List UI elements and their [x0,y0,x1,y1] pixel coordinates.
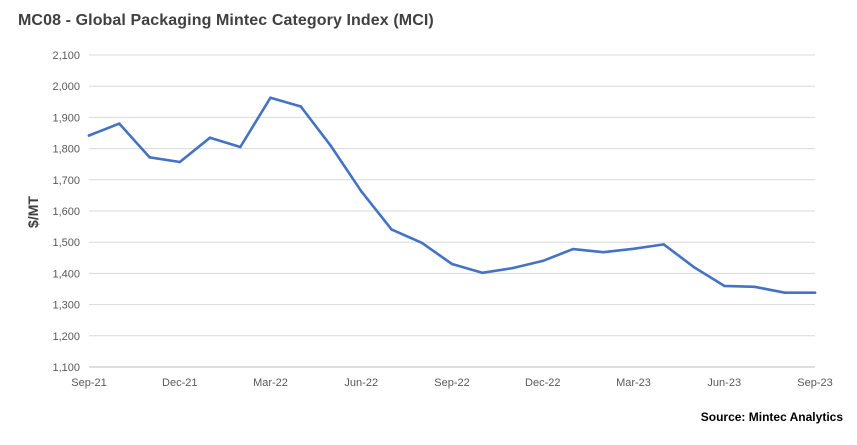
data-point [420,241,424,245]
data-point [753,285,756,289]
data-point [178,160,182,164]
y-tick-label: 2,000 [52,81,80,93]
y-tick-label: 1,600 [52,206,80,218]
x-tick-label: Jun-23 [707,377,741,389]
data-point [390,228,393,231]
x-tick-label: Sep-21 [71,377,106,389]
chart-title: MC08 - Global Packaging Mintec Category … [18,12,434,29]
x-tick-label: Jun-22 [344,377,378,389]
y-axis-label: $/MT [25,196,41,228]
data-point [692,265,696,269]
data-point [450,262,454,266]
data-point [632,247,635,251]
y-tick-label: 1,100 [52,362,80,374]
data-point [813,291,817,295]
y-tick-label: 1,800 [52,144,80,156]
x-tick-label: Dec-21 [162,377,197,389]
data-point [238,145,242,149]
x-axis-ticks: Sep-21 Dec-21 Mar-22 Jun-22 Sep-22 Dec-22 Mar-… [71,377,832,389]
data-point [511,266,514,270]
data-point [269,96,272,100]
x-tick-label: Mar-22 [253,377,288,389]
y-tick-label: 1,300 [52,300,80,312]
data-point [299,105,303,108]
y-tick-label: 1,500 [52,237,80,249]
data-point [148,156,151,159]
data-point [87,134,91,137]
data-point [601,250,605,254]
source-note: Source: Mintec Analytics [700,410,843,424]
y-tick-label: 2,100 [52,50,80,62]
data-point [117,122,121,125]
x-tick-label: Mar-23 [616,377,651,389]
data-point [329,144,333,148]
y-tick-label: 1,400 [52,268,80,280]
y-tick-label: 1,900 [52,112,80,124]
data-point [480,271,484,275]
data-point [722,284,726,288]
y-tick-label: 1,700 [52,175,80,187]
data-point [541,259,545,263]
x-tick-label: Sep-22 [434,377,469,389]
x-tick-label: Dec-22 [525,377,560,389]
data-point [359,190,363,193]
y-axis-ticks: 1,100 1,200 1,300 1,400 1,500 1,600 1,700 1,800… [52,50,80,374]
data-point [783,291,787,295]
x-tick-label: Sep-23 [797,377,832,389]
data-point [571,247,575,251]
data-point [662,243,666,246]
series-layer [87,96,817,295]
gridlines [89,54,815,337]
data-point [208,136,212,139]
y-tick-label: 1,200 [52,331,80,343]
